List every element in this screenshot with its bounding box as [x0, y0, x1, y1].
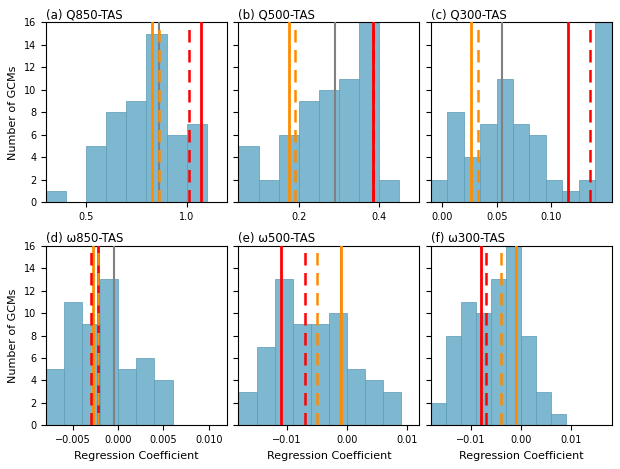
Bar [383, 392, 401, 425]
Bar [46, 369, 64, 425]
Bar [126, 101, 146, 202]
Bar [100, 280, 118, 425]
Bar [521, 335, 536, 425]
X-axis label: Regression Coefficient: Regression Coefficient [459, 451, 583, 461]
Bar [595, 23, 612, 202]
Bar [347, 369, 365, 425]
Y-axis label: Number of GCMs: Number of GCMs [8, 288, 19, 383]
Text: (d) ω850-TAS: (d) ω850-TAS [46, 232, 123, 244]
Bar [461, 302, 476, 425]
Bar [278, 135, 299, 202]
X-axis label: Regression Coefficient: Regression Coefficient [74, 451, 198, 461]
Bar [257, 347, 275, 425]
Bar [329, 313, 347, 425]
Bar [136, 358, 154, 425]
Bar [447, 112, 464, 202]
Bar [146, 34, 167, 202]
Text: (f) ω300-TAS: (f) ω300-TAS [431, 232, 505, 244]
Bar [513, 123, 529, 202]
Y-axis label: Number of GCMs: Number of GCMs [8, 65, 19, 159]
Bar [299, 101, 319, 202]
Bar [167, 135, 187, 202]
Bar [491, 280, 506, 425]
Bar [464, 157, 480, 202]
Bar [480, 123, 497, 202]
Bar [293, 325, 311, 425]
Text: (c) Q300-TAS: (c) Q300-TAS [431, 8, 507, 21]
Bar [431, 180, 447, 202]
Bar [529, 135, 546, 202]
Bar [319, 90, 339, 202]
Bar [106, 112, 126, 202]
Bar [86, 146, 106, 202]
Bar [431, 403, 446, 425]
Text: (b) Q500-TAS: (b) Q500-TAS [239, 8, 316, 21]
Bar [579, 180, 595, 202]
X-axis label: Regression Coefficient: Regression Coefficient [267, 451, 391, 461]
Bar [536, 392, 551, 425]
Bar [359, 23, 379, 202]
Bar [154, 380, 172, 425]
Bar [275, 280, 293, 425]
Bar [497, 79, 513, 202]
Text: (e) ω500-TAS: (e) ω500-TAS [239, 232, 316, 244]
Bar [506, 246, 521, 425]
Text: (a) Q850-TAS: (a) Q850-TAS [46, 8, 123, 21]
Bar [259, 180, 278, 202]
Bar [311, 325, 329, 425]
Bar [239, 392, 257, 425]
Bar [118, 369, 136, 425]
Bar [64, 302, 82, 425]
Bar [551, 414, 567, 425]
Bar [379, 180, 399, 202]
Bar [546, 180, 562, 202]
Bar [365, 380, 383, 425]
Bar [239, 146, 259, 202]
Bar [339, 79, 359, 202]
Bar [46, 191, 66, 202]
Bar [82, 325, 100, 425]
Bar [446, 335, 461, 425]
Bar [187, 123, 206, 202]
Bar [562, 191, 579, 202]
Bar [476, 313, 491, 425]
